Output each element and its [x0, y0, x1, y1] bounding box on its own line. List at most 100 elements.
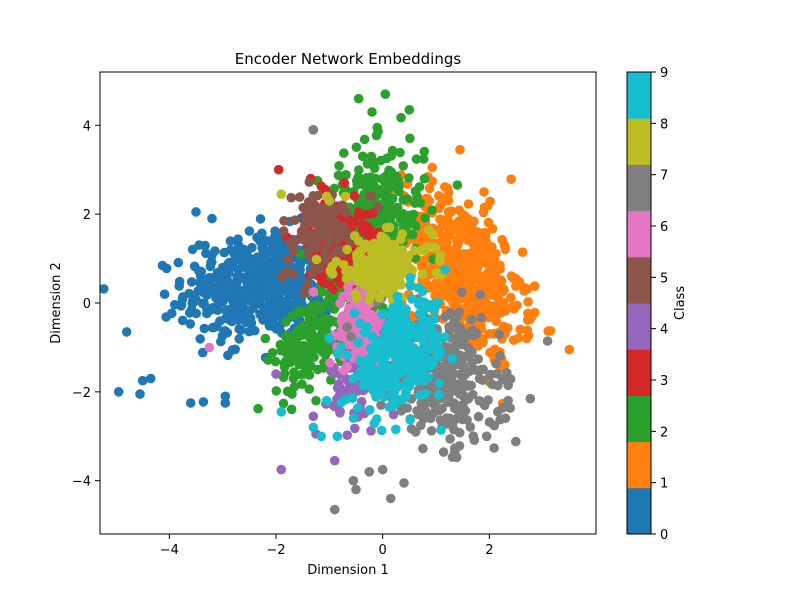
data-point — [353, 172, 364, 182]
data-point — [459, 364, 470, 374]
data-point — [204, 342, 215, 353]
colorbar-tick-label: 3 — [660, 374, 668, 389]
data-point — [431, 346, 442, 357]
data-point — [234, 334, 244, 344]
data-point — [286, 192, 297, 203]
data-point — [348, 373, 359, 384]
data-point — [384, 165, 394, 176]
data-point — [325, 358, 335, 368]
data-point — [407, 353, 418, 363]
data-point — [393, 311, 403, 321]
data-point — [513, 333, 524, 343]
data-point — [197, 347, 208, 358]
data-point — [296, 249, 306, 259]
data-point — [324, 209, 335, 219]
data-point — [290, 215, 300, 225]
data-point — [252, 252, 263, 262]
colorbar-segment — [627, 72, 651, 119]
data-point — [313, 212, 323, 223]
data-point — [411, 154, 422, 164]
data-point — [413, 282, 424, 293]
data-point — [454, 205, 465, 216]
data-point — [196, 266, 207, 277]
data-point — [257, 228, 267, 239]
data-point — [100, 284, 109, 294]
data-point — [255, 309, 265, 320]
data-point — [456, 287, 467, 298]
data-point — [277, 272, 287, 282]
data-point — [234, 324, 244, 334]
data-point — [276, 307, 287, 317]
data-point — [492, 369, 502, 379]
data-point — [424, 326, 435, 336]
colorbar-segment — [627, 487, 651, 535]
colorbar-segment — [627, 210, 651, 258]
data-point — [415, 321, 426, 332]
data-point — [451, 452, 462, 463]
data-point — [304, 370, 315, 380]
data-point — [419, 146, 430, 157]
data-point — [388, 409, 399, 420]
data-point — [268, 317, 278, 327]
data-point — [412, 406, 422, 416]
data-point — [397, 229, 408, 239]
data-point — [334, 382, 345, 392]
data-point — [420, 213, 430, 223]
data-point — [382, 201, 393, 212]
data-point — [349, 191, 360, 201]
data-point — [405, 273, 416, 283]
data-point — [440, 264, 450, 275]
data-point — [495, 308, 506, 318]
data-point — [402, 377, 413, 387]
data-point — [404, 105, 415, 115]
data-point — [448, 298, 458, 309]
data-point — [306, 361, 316, 371]
data-point — [372, 122, 383, 133]
data-point — [207, 213, 217, 224]
colorbar-segment — [627, 395, 651, 443]
data-point — [233, 251, 244, 262]
data-point — [374, 261, 384, 272]
data-point — [442, 247, 453, 257]
colorbar-segment — [627, 303, 651, 350]
data-point — [434, 256, 445, 266]
data-point — [484, 329, 495, 339]
data-point — [350, 423, 360, 434]
data-point — [223, 350, 233, 361]
data-point — [500, 359, 510, 370]
data-point — [442, 279, 453, 289]
data-point — [283, 255, 294, 265]
data-point — [476, 335, 487, 346]
data-point — [409, 245, 420, 256]
data-point — [458, 328, 469, 339]
data-point — [308, 287, 319, 297]
data-point — [490, 344, 500, 355]
data-point — [222, 271, 232, 281]
data-point — [303, 247, 314, 258]
data-point — [420, 315, 431, 326]
data-point — [405, 415, 415, 425]
data-point — [543, 326, 553, 336]
data-point — [491, 316, 502, 327]
data-point — [398, 195, 409, 205]
data-point — [406, 424, 417, 434]
data-point — [298, 343, 309, 353]
colorbar-tick-label: 5 — [660, 271, 668, 286]
data-point — [225, 236, 236, 246]
data-point — [334, 229, 345, 240]
data-point — [338, 221, 348, 231]
data-point — [462, 232, 472, 243]
data-point — [382, 382, 392, 392]
data-point — [430, 242, 441, 253]
data-point — [352, 180, 363, 190]
colorbar-frame — [626, 71, 652, 535]
data-point — [342, 361, 352, 372]
data-point — [255, 214, 266, 224]
data-point — [473, 411, 484, 422]
colorbar-segment — [627, 164, 651, 212]
data-point — [342, 244, 353, 255]
data-point — [376, 400, 386, 411]
data-point — [503, 380, 513, 391]
data-point — [210, 282, 221, 293]
data-point — [382, 213, 392, 223]
